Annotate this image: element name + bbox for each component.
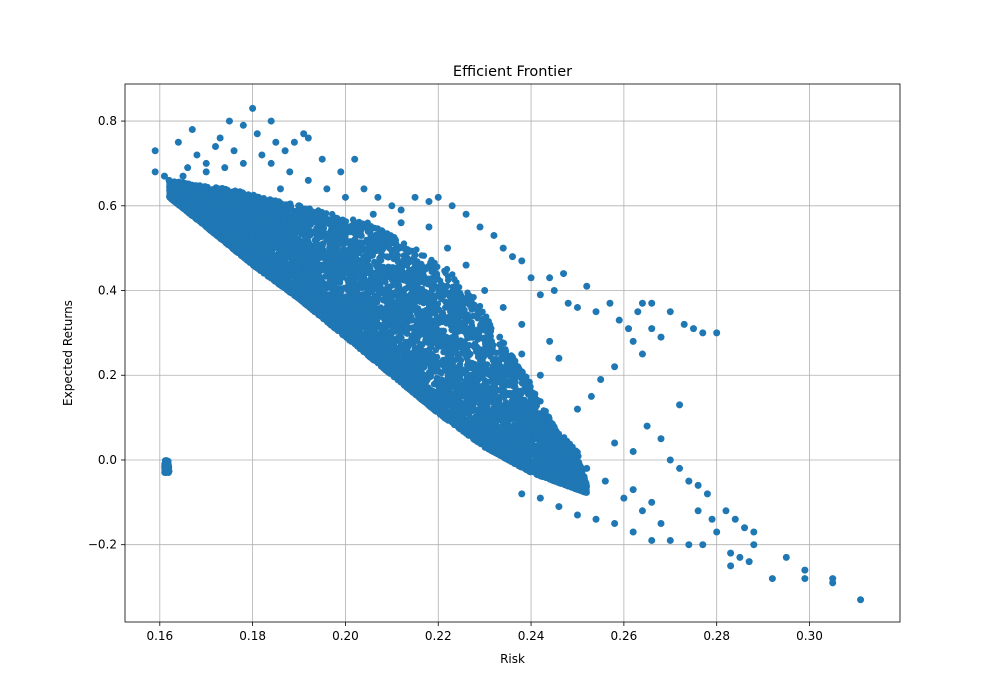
- points-layer: [151, 104, 865, 604]
- data-point: [496, 341, 503, 348]
- data-point: [472, 377, 479, 384]
- data-point: [442, 269, 449, 277]
- data-point: [420, 252, 428, 259]
